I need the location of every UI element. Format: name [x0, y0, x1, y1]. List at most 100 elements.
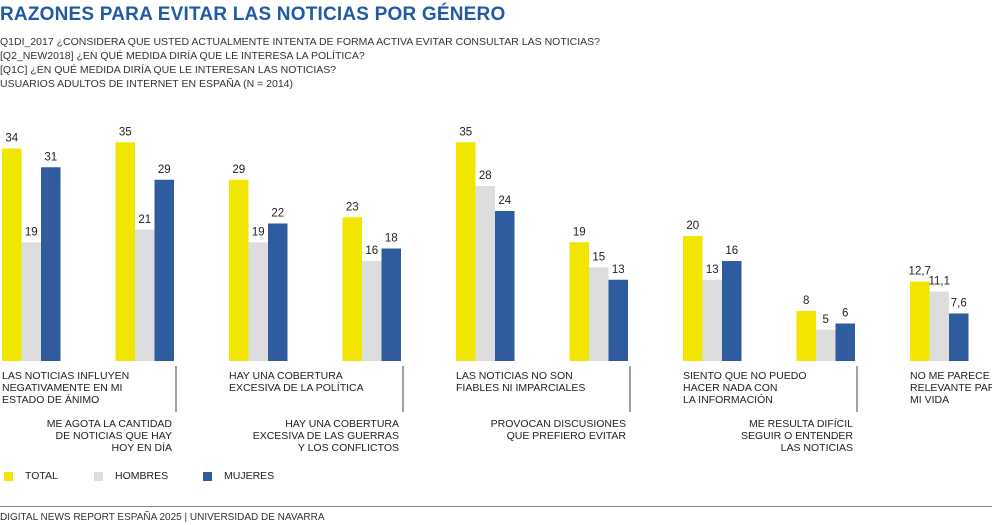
category-label-line: RELEVANTE PARA [910, 382, 992, 394]
bar-mujeres-2 [154, 179, 174, 361]
category-label-line: LAS NOTICIAS NO SON [456, 370, 573, 382]
value-label-total-5: 35 [459, 126, 472, 138]
bar-hombres-7 [702, 279, 722, 361]
value-label-hombres-5: 28 [479, 170, 492, 182]
bar-mujeres-7 [722, 261, 742, 361]
category-label-line: EXCESIVA DE LAS GUERRAS [252, 430, 399, 442]
legend-item-hombres: HOMBRES [94, 470, 168, 482]
chart-title: RAZONES PARA EVITAR LAS NOTICIAS POR GÉN… [0, 4, 506, 25]
bar-hombres-5 [475, 186, 495, 361]
legend-item-mujeres: MUJERES [203, 470, 274, 482]
category-label-6: PROVOCAN DISCUSIONES QUE PREFIERO EVITAR [476, 418, 626, 442]
value-label-hombres-6: 15 [592, 251, 605, 263]
value-label-mujeres-7: 16 [725, 245, 738, 257]
bar-total-4 [342, 217, 362, 361]
category-label-line: SEGUIR O ENTENDER [740, 430, 853, 442]
category-label-line: DE NOTICIAS QUE HAY [55, 430, 173, 442]
category-label-line: MI VIDA [910, 394, 950, 406]
value-label-mujeres-3: 22 [271, 208, 284, 220]
category-label-line: Y LOS CONFLICTOS [297, 442, 399, 454]
bar-total-7 [683, 236, 703, 361]
category-label-7: SIENTO QUE NO PUEDO HACER NADA CON LA INFO… [683, 370, 833, 406]
value-label-mujeres-5: 24 [498, 195, 511, 207]
value-label-hombres-9: 11,1 [928, 276, 950, 288]
bar-hombres-1 [21, 242, 41, 361]
legend-label-mujeres: MUJERES [224, 470, 275, 482]
bar-total-2 [115, 142, 135, 361]
subtitle-line-2: [Q2_NEW2018] ¿EN QUÉ MEDIDA DIRÍA QUE LE… [0, 50, 365, 62]
bar-mujeres-6 [608, 279, 628, 361]
bar-hombres-4 [362, 261, 382, 361]
category-label-line: HACER NADA CON [683, 382, 778, 394]
bar-mujeres-5 [495, 211, 515, 361]
bar-mujeres-3 [268, 223, 288, 361]
category-label-line: LAS NOTICIAS [780, 442, 853, 454]
bar-chart: 34 19 31 35 21 29 29 19 22 23 16 18 35 28 24 19 15 13 20 13… [2, 126, 969, 412]
bar-total-8 [796, 311, 816, 361]
value-label-total-1: 34 [5, 133, 18, 145]
category-label-line: EXCESIVA DE LA POLÍTICA [229, 382, 364, 394]
footer-source: DIGITAL NEWS REPORT ESPAÑA 2025 | UNIVER… [0, 512, 325, 523]
category-label-3: HAY UNA COBERTURA EXCESIVA DE LA POLÍTICA [229, 370, 379, 394]
legend-swatch-total [4, 471, 13, 481]
value-label-hombres-1: 19 [25, 226, 38, 238]
value-label-total-2: 35 [119, 126, 132, 138]
value-label-mujeres-1: 31 [44, 151, 57, 163]
value-label-mujeres-9: 7,6 [951, 298, 967, 310]
category-label-4: HAY UNA COBERTURA EXCESIVA DE LAS GUERRAS… [249, 418, 399, 454]
category-label-line: NO ME PARECE [910, 370, 990, 382]
bar-total-9 [910, 281, 930, 361]
value-label-mujeres-4: 18 [385, 233, 398, 245]
subtitle-line-4: USUARIOS ADULTOS DE INTERNET EN ESPAÑA (… [0, 78, 294, 90]
category-label-line: PROVOCAN DISCUSIONES [490, 418, 626, 430]
bar-mujeres-8 [835, 323, 855, 361]
category-label-line: SIENTO QUE NO PUEDO [683, 370, 807, 382]
bar-hombres-2 [135, 229, 155, 361]
value-label-total-7: 20 [686, 220, 699, 232]
value-label-total-9: 12,7 [909, 266, 931, 278]
value-label-mujeres-2: 29 [158, 164, 171, 176]
bar-total-3 [229, 179, 249, 361]
value-label-hombres-8: 5 [823, 314, 829, 326]
category-label-line: HOY EN DÍA [111, 442, 173, 454]
category-label-1: LAS NOTICIAS INFLUYEN NEGATIVAMENTE EN MI… [2, 370, 152, 406]
value-label-mujeres-8: 6 [842, 308, 848, 320]
value-label-mujeres-6: 13 [612, 264, 625, 276]
legend-swatch-hombres [94, 471, 103, 481]
legend-swatch-mujeres [203, 471, 212, 481]
category-label-line: LAS NOTICIAS INFLUYEN [2, 370, 130, 382]
category-label-line: LA INFORMACIÓN [683, 394, 773, 406]
subtitle-line-1: Q1DI_2017 ¿CONSIDERA QUE USTED ACTUALMEN… [0, 36, 600, 48]
value-label-hombres-4: 16 [365, 245, 378, 257]
legend-label-total: TOTAL [25, 470, 58, 482]
value-label-total-8: 8 [803, 295, 809, 307]
bar-hombres-9 [929, 291, 949, 361]
category-label-5: LAS NOTICIAS NO SON FIABLES NI IMPARCIALE… [456, 370, 606, 394]
bar-mujeres-1 [41, 167, 61, 361]
category-label-line: QUE PREFIERO EVITAR [506, 430, 626, 442]
category-label-line: ME RESULTA DIFÍCIL [748, 418, 853, 430]
category-label-line: ESTADO DE ÁNIMO [2, 394, 100, 406]
value-label-total-4: 23 [346, 201, 359, 213]
legend-item-total: TOTAL [4, 470, 58, 482]
bar-hombres-8 [816, 329, 836, 361]
footer-divider [0, 506, 992, 507]
category-label-line: FIABLES NI IMPARCIALES [456, 382, 586, 394]
value-label-total-6: 19 [573, 226, 586, 238]
bar-total-1 [2, 148, 22, 361]
bar-total-6 [569, 242, 589, 361]
category-label-line: HAY UNA COBERTURA [229, 370, 343, 382]
bar-mujeres-4 [381, 248, 401, 361]
bar-hombres-3 [248, 242, 268, 361]
legend-label-hombres: HOMBRES [115, 470, 169, 482]
bar-mujeres-9 [949, 313, 969, 361]
subtitle-line-3: [Q1C] ¿EN QUÉ MEDIDA DIRÍA QUE LE INTERE… [0, 64, 337, 76]
bar-total-5 [456, 142, 476, 361]
bar-hombres-6 [589, 267, 609, 361]
category-label-2: ME AGOTA LA CANTIDAD DE NOTICIAS QUE HAY H… [22, 418, 172, 454]
category-label-line: ME AGOTA LA CANTIDAD [46, 418, 172, 430]
category-label-8: ME RESULTA DIFÍCIL SEGUIR O ENTENDER LAS N… [703, 418, 853, 454]
value-label-hombres-2: 21 [138, 214, 151, 226]
value-label-hombres-7: 13 [706, 264, 719, 276]
